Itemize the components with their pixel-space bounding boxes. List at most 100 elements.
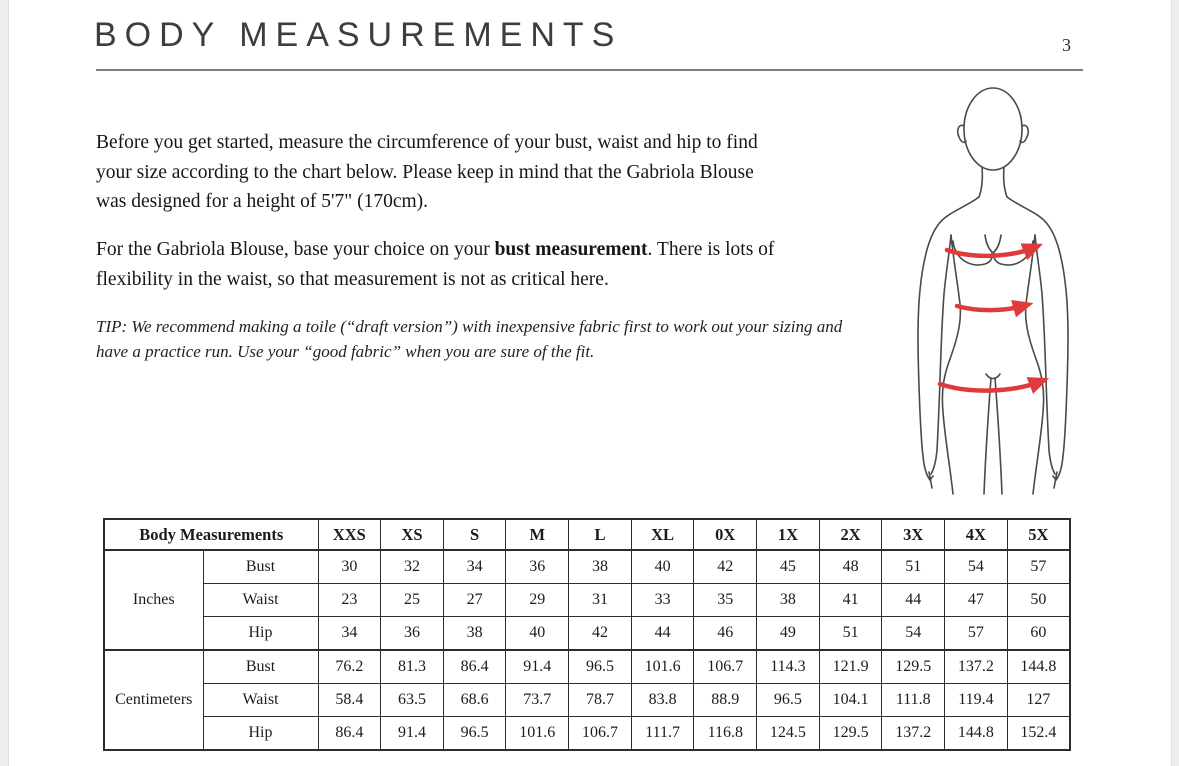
size-column-header: 5X bbox=[1006, 518, 1071, 551]
measurement-cell: 81.3 bbox=[380, 649, 444, 684]
measurement-cell: 63.5 bbox=[380, 683, 444, 717]
measurement-cell: 27 bbox=[442, 583, 507, 617]
measurement-cell: 106.7 bbox=[568, 716, 632, 751]
measurement-row: Waist 58.4 63.5 68.6 73.7 78.7 83.8 88.9 96.5 104… bbox=[104, 683, 1071, 717]
measurement-cell: 96.5 bbox=[568, 649, 632, 684]
row-label: Hip bbox=[202, 716, 319, 751]
intro-paragraph: Before you get started, measure the circ… bbox=[96, 128, 758, 217]
measurement-cell: 129.5 bbox=[818, 716, 883, 751]
hip-measure-arrow bbox=[937, 377, 1050, 394]
measurement-cell: 73.7 bbox=[505, 683, 570, 717]
measurement-cell: 96.5 bbox=[756, 683, 820, 717]
measurement-cell: 119.4 bbox=[944, 683, 1008, 717]
waist-measure-arrow bbox=[954, 299, 1034, 318]
measurement-cell: 54 bbox=[881, 616, 946, 651]
measurement-cell: 40 bbox=[505, 616, 570, 651]
measurement-cell: 25 bbox=[380, 583, 444, 617]
size-column-header: 4X bbox=[944, 518, 1008, 551]
measurement-cell: 121.9 bbox=[818, 649, 883, 684]
measurement-cell: 57 bbox=[1006, 549, 1071, 584]
size-column-header: 2X bbox=[818, 518, 883, 551]
measurement-cell: 54 bbox=[944, 549, 1008, 584]
size-column-header: XXS bbox=[317, 518, 382, 551]
measurement-cell: 137.2 bbox=[944, 649, 1008, 684]
measurement-cell: 124.5 bbox=[756, 716, 820, 751]
measurement-cell: 152.4 bbox=[1006, 716, 1071, 751]
measurement-cell: 44 bbox=[630, 616, 695, 651]
measurement-cell: 76.2 bbox=[317, 649, 382, 684]
measurement-cell: 42 bbox=[693, 549, 758, 584]
measurement-row: Centimeters Bust 76.2 81.3 86.4 91.4 96.5 101.6… bbox=[103, 649, 1071, 751]
measurement-row: Hip 86.4 91.4 96.5 101.6 106.7 111.7 116.8 124.5… bbox=[104, 716, 1071, 751]
measurement-cell: 86.4 bbox=[442, 649, 507, 684]
measurement-cell: 127 bbox=[1006, 683, 1071, 717]
text-line: For the Gabriola Blouse, base your choic… bbox=[96, 235, 774, 265]
measurement-cell: 50 bbox=[1006, 583, 1071, 617]
measurement-cell: 47 bbox=[944, 583, 1008, 617]
measurement-cell: 111.7 bbox=[630, 716, 695, 751]
measurement-cell: 23 bbox=[317, 583, 382, 617]
measurement-cell: 58.4 bbox=[317, 683, 382, 717]
page-title: BODY MEASUREMENTS bbox=[94, 16, 623, 54]
size-column-header: XS bbox=[380, 518, 444, 551]
row-label: Hip bbox=[202, 616, 319, 651]
measurement-cell: 86.4 bbox=[317, 716, 382, 751]
measurement-cell: 36 bbox=[505, 549, 570, 584]
unit-label: Centimeters bbox=[103, 649, 204, 751]
measurement-cell: 114.3 bbox=[756, 649, 820, 684]
measurement-cell: 111.8 bbox=[881, 683, 946, 717]
size-column-header: 3X bbox=[881, 518, 946, 551]
measurement-cell: 83.8 bbox=[630, 683, 695, 717]
measurement-cell: 57 bbox=[944, 616, 1008, 651]
body-outline bbox=[917, 87, 1069, 495]
measurement-cell: 40 bbox=[630, 549, 695, 584]
text-segment: For the Gabriola Blouse, base your choic… bbox=[96, 239, 495, 260]
measurement-cell: 45 bbox=[756, 549, 820, 584]
measurement-cell: 51 bbox=[881, 549, 946, 584]
measurement-cell: 88.9 bbox=[693, 683, 758, 717]
tip-paragraph: TIP: We recommend making a toile (“draft… bbox=[96, 314, 842, 364]
measurement-cell: 33 bbox=[630, 583, 695, 617]
measurement-cell: 34 bbox=[442, 549, 507, 584]
measurement-cell: 129.5 bbox=[881, 649, 946, 684]
measurement-row: Waist 23 25 27 29 31 33 35 38 41 44 47 50 bbox=[104, 583, 1071, 617]
size-column-header: 1X bbox=[756, 518, 820, 551]
page-edge-right bbox=[1171, 0, 1179, 766]
bust-measure-arrow bbox=[944, 243, 1043, 261]
sizing-paragraph: For the Gabriola Blouse, base your choic… bbox=[96, 235, 774, 294]
measurement-cell: 41 bbox=[818, 583, 883, 617]
measurement-cell: 38 bbox=[568, 549, 632, 584]
measurement-cell: 91.4 bbox=[380, 716, 444, 751]
text-segment: . There is lots of bbox=[647, 239, 775, 260]
measurement-cell: 116.8 bbox=[693, 716, 758, 751]
bold-text-segment: bust measurement bbox=[494, 239, 648, 260]
title-divider bbox=[96, 69, 1083, 71]
text-line: was designed for a height of 5'7" (170cm… bbox=[96, 191, 429, 212]
measurement-cell: 96.5 bbox=[442, 716, 507, 751]
measurement-cell: 38 bbox=[756, 583, 820, 617]
female-body-outline-illustration bbox=[917, 87, 1069, 495]
measurement-cell: 36 bbox=[380, 616, 444, 651]
measurement-cell: 31 bbox=[568, 583, 632, 617]
size-column-header: S bbox=[442, 518, 507, 551]
size-column-header: XL bbox=[630, 518, 695, 551]
measurement-cell: 137.2 bbox=[881, 716, 946, 751]
measurement-cell: 35 bbox=[693, 583, 758, 617]
measurement-cell: 30 bbox=[317, 549, 382, 584]
measurement-cell: 60 bbox=[1006, 616, 1071, 651]
measurement-arrows bbox=[937, 243, 1050, 394]
row-label: Waist bbox=[202, 683, 319, 717]
measurement-cell: 106.7 bbox=[693, 649, 758, 684]
page-edge-left bbox=[0, 0, 9, 766]
measurement-row: Inches Bust 30 32 34 36 38 40 42 45 48 51 54 57 bbox=[103, 549, 1071, 651]
text-line: TIP: We recommend making a toile (“draft… bbox=[96, 317, 843, 336]
measurement-cell: 44 bbox=[881, 583, 946, 617]
measurement-cell: 101.6 bbox=[630, 649, 695, 684]
measurement-cell: 46 bbox=[693, 616, 758, 651]
page-number: 3 bbox=[1062, 35, 1071, 55]
measurement-cell: 91.4 bbox=[505, 649, 570, 684]
text-line: have a practice run. Use your “good fabr… bbox=[96, 342, 595, 361]
row-label: Waist bbox=[202, 583, 319, 617]
text-line: flexibility in the waist, so that measur… bbox=[96, 268, 609, 290]
measurement-cell: 144.8 bbox=[1006, 649, 1071, 684]
